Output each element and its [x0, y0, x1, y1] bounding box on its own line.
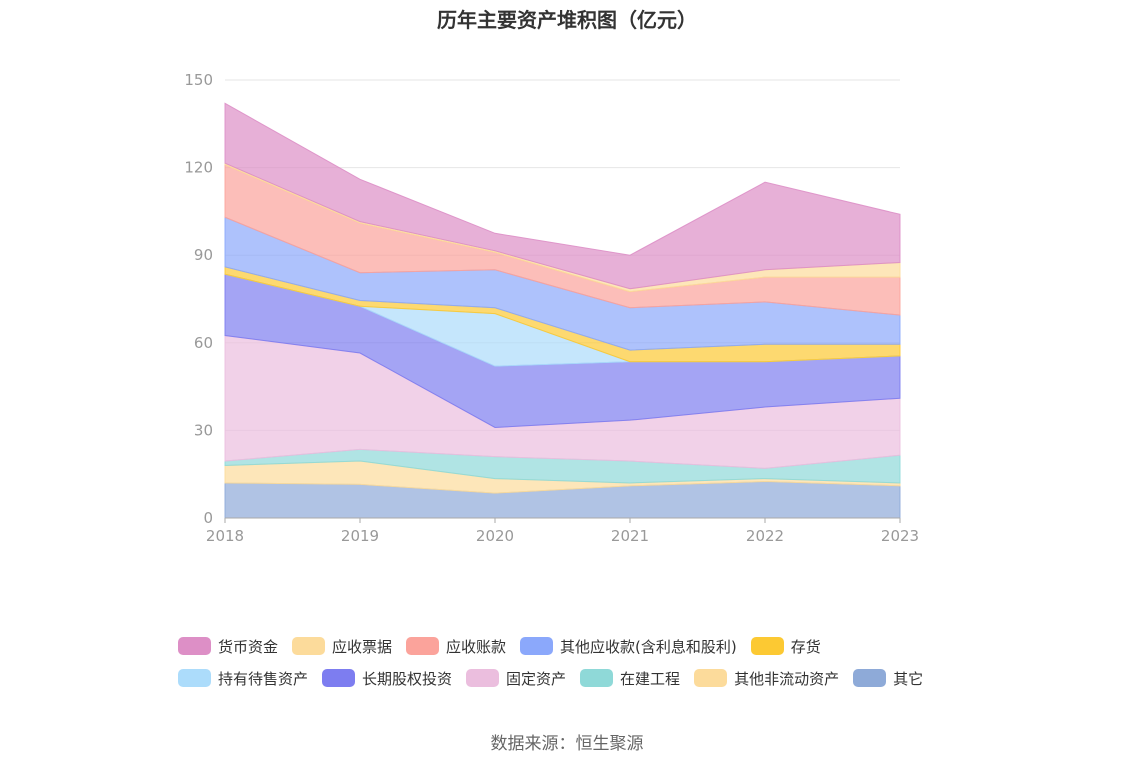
chart-title: 历年主要资产堆积图（亿元）	[437, 8, 697, 32]
legend-swatch	[322, 669, 356, 687]
x-tick-label: 2023	[881, 527, 919, 545]
legend-item[interactable]: 其他应收款(含利息和股利)	[520, 636, 737, 657]
legend-item[interactable]: 固定资产	[466, 668, 566, 689]
legend-label: 存货	[790, 637, 821, 656]
legend-swatch	[694, 669, 728, 687]
legend-item[interactable]: 应收账款	[406, 636, 506, 657]
axis-layer: 0 30 60 90 120 150 2018 2019 2020 2021 2022 2023	[184, 71, 919, 545]
legend-row-2: 持有待售资产 长期股权投资 固定资产 在建工程 其他非流动资产 其它	[178, 662, 978, 694]
legend-label: 应收账款	[446, 637, 507, 656]
legend-swatch	[178, 669, 211, 687]
legend-item[interactable]: 其它	[853, 668, 923, 689]
legend-label: 其它	[893, 669, 924, 688]
x-tick-label: 2018	[206, 527, 244, 545]
y-tick-label: 120	[184, 159, 213, 177]
y-tick-label: 60	[194, 334, 213, 352]
y-tick-label: 30	[194, 421, 213, 439]
legend-swatch	[580, 669, 614, 687]
legend-label: 在建工程	[620, 669, 681, 688]
y-tick-label: 90	[194, 246, 213, 264]
area-series-10	[224, 102, 901, 290]
y-tick-label: 0	[203, 509, 213, 527]
legend-item[interactable]: 在建工程	[580, 668, 680, 689]
legend-row-1: 货币资金 应收票据 应收账款 其他应收款(含利息和股利) 存货	[178, 630, 978, 662]
legend-item[interactable]: 持有待售资产	[178, 668, 308, 689]
legend-label: 其他应收款(含利息和股利)	[560, 637, 737, 656]
area-layer	[224, 102, 901, 519]
legend: 货币资金 应收票据 应收账款 其他应收款(含利息和股利) 存货 持有待售资产 长期股权投资…	[178, 630, 978, 694]
x-tick-label: 2022	[746, 527, 784, 545]
legend-label: 长期股权投资	[362, 669, 453, 688]
legend-swatch	[292, 637, 326, 655]
legend-swatch	[466, 669, 500, 687]
source-note: 数据来源：恒生聚源	[490, 734, 644, 754]
legend-swatch	[406, 637, 440, 655]
x-tick-label: 2021	[611, 527, 649, 545]
legend-swatch	[853, 669, 887, 687]
legend-swatch	[750, 637, 784, 655]
legend-item[interactable]: 其他非流动资产	[694, 668, 839, 689]
legend-swatch	[520, 637, 554, 655]
legend-label: 应收票据	[332, 637, 393, 656]
legend-label: 持有待售资产	[218, 669, 309, 688]
legend-item[interactable]: 长期股权投资	[322, 668, 452, 689]
legend-swatch	[178, 637, 211, 655]
legend-item[interactable]: 应收票据	[292, 636, 392, 657]
legend-label: 货币资金	[218, 637, 279, 656]
legend-item[interactable]: 存货	[750, 636, 821, 657]
legend-label: 固定资产	[506, 669, 567, 688]
y-tick-label: 150	[184, 71, 213, 89]
x-tick-label: 2020	[476, 527, 514, 545]
stacked-area-chart: 0 30 60 90 120 150 2018 2019 2020 2021 2022 2023	[184, 71, 919, 545]
legend-label: 其他非流动资产	[734, 669, 840, 688]
x-tick-label: 2019	[341, 527, 379, 545]
legend-item[interactable]: 货币资金	[178, 636, 278, 657]
